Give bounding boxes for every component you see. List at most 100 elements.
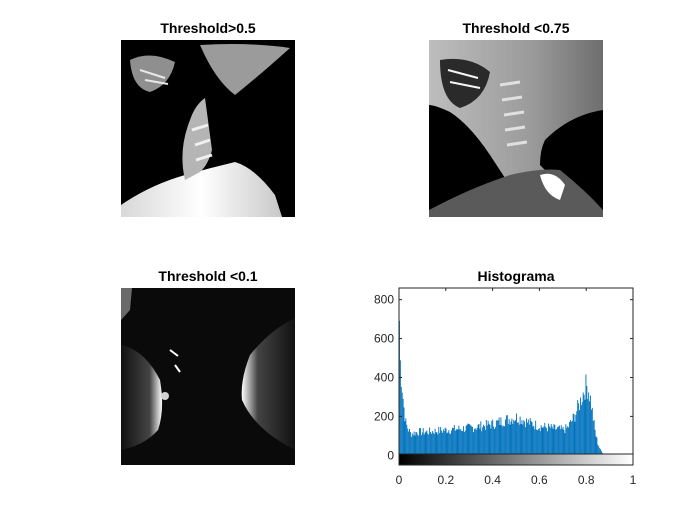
histogram-bar [464,430,466,456]
histogram-bar [452,427,454,456]
histogram-bar [537,429,539,456]
x-tick-label: 1 [630,473,637,487]
y-tick-label: 0 [387,448,394,462]
histogram-bar [402,398,404,456]
histogram-bar [414,435,416,456]
histogram-bar [520,423,522,456]
histogram-bar [480,421,482,456]
histogram-bar [561,428,563,456]
histogram-bar [400,386,402,456]
histogram-bar [515,420,516,456]
histogram-bar [499,424,501,456]
histogram-bar [441,432,443,456]
histogram-bar [420,427,421,456]
histogram-bar [548,426,550,456]
histogram-bar [508,419,510,456]
histogram-bar [547,423,549,456]
y-axis-ticks: 0 200 400 600 800 [374,293,633,462]
histogram-bar [533,425,535,456]
histogram-bar [496,420,498,456]
histogram-bar [437,434,439,456]
histogram-bar [438,426,440,456]
histogram-bar [415,431,417,456]
histogram-bar [597,444,599,456]
histogram-bar [583,394,585,456]
histogram-bar [531,422,533,456]
panel-title-1: Threshold>0.5 [160,20,256,36]
histogram-bar [454,430,456,456]
histogram-bar [486,425,488,456]
histogram-bar [497,420,499,456]
histogram-bar [492,419,494,456]
histogram-bar [489,424,491,456]
histogram-bar [526,422,528,456]
histogram-bar [593,420,595,456]
histogram-bar [550,424,552,456]
histogram-bar [473,432,474,456]
x-tick-label: 0.2 [437,473,454,487]
histogram-bar [538,428,540,456]
histogram-bar [459,429,461,456]
histogram-bar [577,400,579,456]
histogram-bar [578,403,580,456]
histogram-bar [449,433,451,456]
histogram-bar [493,426,495,456]
histogram-bar [494,427,496,456]
histogram-bar [574,421,576,456]
histogram-bar [479,428,481,456]
histogram-bar [586,385,588,456]
histogram-bar [450,433,452,456]
histogram-bar [491,421,493,456]
histogram-bar [560,425,562,456]
histogram-bar [584,399,586,456]
histogram-bar [562,426,564,456]
x-tick-label: 0.6 [531,473,548,487]
panel-threshold-lt-0-75: Threshold <0.75 [429,20,603,217]
histogram-bar [439,432,441,456]
histogram-bar [581,402,583,456]
histogram-bar [477,424,479,456]
histogram-bar [470,425,472,456]
histogram-bar [549,427,551,456]
histogram-bar [503,425,505,456]
histogram-bar [505,419,506,456]
histogram-bar [419,428,421,456]
histogram-bar [568,427,570,456]
histogram-bar [544,422,546,456]
histogram-bar [569,421,570,456]
histogram-bar [421,432,423,456]
histogram-bar [523,420,525,456]
histogram-bar [483,424,485,456]
histogram-bar [529,418,531,456]
histogram-bar [416,432,418,456]
histogram-bar [558,425,560,456]
histogram-bar [409,432,411,456]
histogram-bar [498,417,500,456]
histogram-bar [429,427,431,456]
image-threshold-lt-0-75 [429,40,603,217]
image-threshold-lt-0-1 [121,288,295,465]
histogram-bar [507,423,509,456]
histogram-bar [468,423,470,456]
histogram-bar [524,421,526,456]
histogram-bar [434,428,436,456]
histogram-bar [595,436,597,456]
histogram-bar [502,426,504,456]
histogram-bar [455,429,457,456]
histogram-bar [405,418,407,456]
histogram-bar [410,436,412,456]
histogram-bar [501,425,503,456]
histogram-bar [557,427,559,456]
histogram-bar [490,428,492,456]
histogram-bar [427,433,429,456]
histogram-bar [399,360,401,456]
panel-threshold-lt-0-1: Threshold <0.1 [121,268,295,465]
histogram-bar [462,426,464,456]
histogram-bar [565,424,567,456]
y-tick-label: 600 [374,332,394,346]
histogram-bar [412,435,414,456]
histogram-bar [457,429,459,456]
histogram-bar [591,407,593,456]
panel-threshold-gt-0-5: Threshold>0.5 [121,20,295,217]
histogram-bar [428,434,430,456]
